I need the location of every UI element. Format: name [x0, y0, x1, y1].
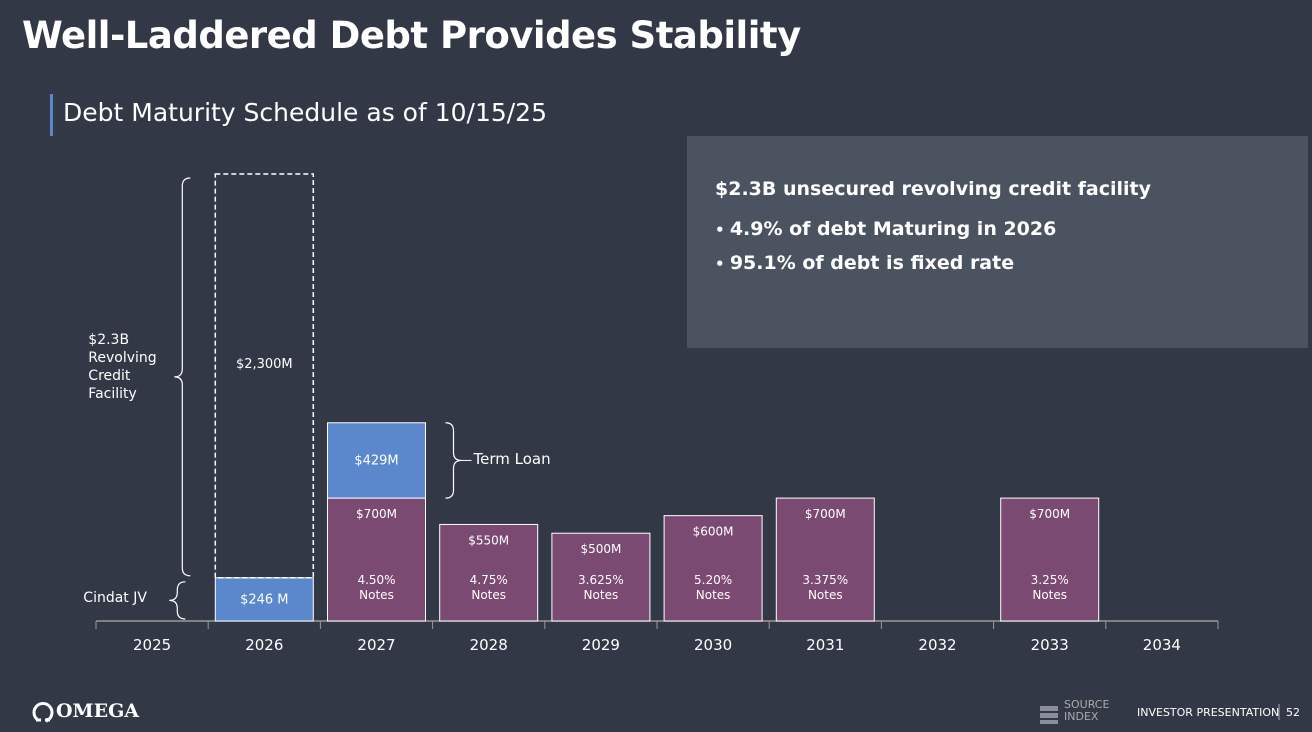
x-tick-label: 2026 [245, 636, 283, 654]
bar-label: 4.75% Notes [469, 573, 508, 602]
x-tick-label: 2034 [1143, 636, 1181, 654]
x-tick-label: 2027 [357, 636, 395, 654]
value-label: $550M [468, 533, 509, 547]
value-label: $700M [1029, 507, 1070, 521]
series-label: Term Loan [473, 450, 551, 469]
value-label: $700M [356, 507, 397, 521]
bar [327, 422, 426, 499]
logo-icon [32, 702, 54, 723]
series-label: Cindat JV [83, 590, 147, 607]
series-label: $2.3B Revolving Credit Facility [88, 331, 157, 402]
bar [439, 523, 539, 622]
bar-label: 4.50% Notes [357, 573, 396, 602]
title: Well-Laddered Debt Provides Stability [22, 14, 801, 57]
info-bullet: 95.1% of debt is fixed rate [715, 252, 1056, 274]
value-label: $600M [693, 525, 734, 539]
bar-label: 3.625% Notes [578, 573, 624, 602]
x-tick-label: 2029 [582, 636, 620, 654]
x-tick-label: 2032 [918, 636, 956, 654]
bar [1000, 497, 1100, 622]
x-tick-label: 2031 [806, 636, 844, 654]
info-box: $2.3B unsecured revolving credit facilit… [687, 136, 1308, 348]
bracket [174, 177, 191, 577]
value-label: $500M [580, 542, 621, 556]
value-label: $700M [805, 507, 846, 521]
x-tick-label: 2030 [694, 636, 732, 654]
bar-label: 3.375% Notes [802, 573, 849, 602]
value-label: $429M [354, 453, 398, 468]
page-number: 52 [1286, 706, 1300, 719]
source-index[interactable]: SOURCE INDEX [1064, 698, 1110, 723]
subtitle: Debt Maturity Schedule as of 10/15/25 [50, 94, 547, 136]
value-label: $246 M [240, 592, 288, 607]
bar [214, 577, 314, 622]
source-icon [1040, 706, 1058, 724]
x-tick-label: 2033 [1031, 636, 1069, 654]
logo-text: OMEGA [56, 700, 140, 722]
value-label: $2,300M [236, 357, 293, 372]
bracket [169, 581, 186, 620]
footer-label: INVESTOR PRESENTATION [1137, 706, 1280, 719]
info-heading: $2.3B unsecured revolving credit facilit… [715, 178, 1152, 200]
info-bullet: 4.9% of debt Maturing in 2026 [715, 218, 1057, 240]
bar [775, 497, 875, 622]
x-tick-label: 2025 [133, 636, 171, 654]
bar-label: 5.20% Notes [694, 573, 733, 602]
bracket [445, 422, 462, 499]
bar [551, 532, 651, 622]
x-tick-label: 2028 [470, 636, 508, 654]
bar [663, 515, 763, 622]
bar-label: 3.25% Notes [1030, 573, 1069, 602]
info-list: 4.9% of debt Maturing in 2026 95.1% of d… [715, 218, 1057, 286]
bar [214, 173, 315, 579]
bar [327, 497, 426, 622]
